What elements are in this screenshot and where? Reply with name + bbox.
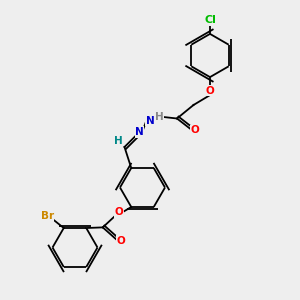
Text: O: O — [206, 86, 214, 96]
Text: O: O — [115, 207, 124, 218]
Text: H: H — [154, 112, 164, 122]
Text: O: O — [116, 236, 125, 246]
Text: Cl: Cl — [204, 15, 216, 26]
Text: N: N — [146, 116, 154, 126]
Text: H: H — [114, 136, 123, 146]
Text: Br: Br — [41, 211, 54, 221]
Text: O: O — [190, 125, 200, 136]
Text: N: N — [135, 127, 144, 137]
